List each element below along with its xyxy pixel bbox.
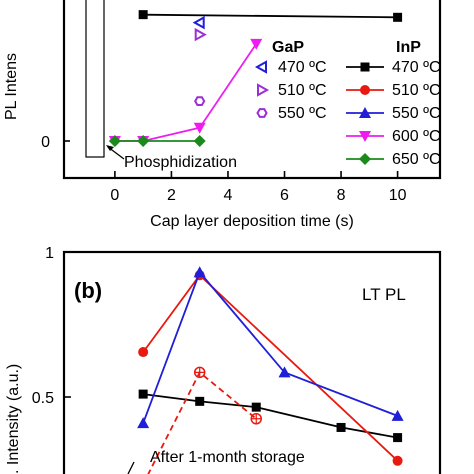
- panel-a-xtick-label-10: 10: [389, 187, 407, 204]
- phosphidization-box: [85, 0, 105, 158]
- b-inp-550-c-point-3: [391, 409, 404, 421]
- legend-gap-470-c-marker: [254, 60, 267, 74]
- b-inp-550-c-point-2: [278, 366, 291, 378]
- legend-inp-550-c-marker: [359, 107, 371, 118]
- panel-a-xtick-label-2: 2: [167, 187, 176, 204]
- a-gap-550-c-point-0: [194, 96, 206, 106]
- b-inp-470-c-point-4: [393, 433, 403, 443]
- panel-b-frame: [62, 250, 442, 474]
- legend-inp-470-c-label: 470 ºC: [392, 59, 441, 76]
- a-inp-600-c-point-3: [250, 38, 263, 50]
- lt-pl-label: LT PL: [362, 285, 406, 304]
- b-inp-550-c-point-0: [137, 417, 150, 429]
- panel-b-yticks: 10.5: [32, 245, 71, 407]
- a-inp-650-c-point-1: [137, 135, 150, 147]
- a-inp-600-c-line: [114, 43, 257, 142]
- b-inp-550-c-line: [142, 270, 398, 424]
- b-after-1-month-storage-point-2: [250, 413, 262, 425]
- legend-inp-470-c-marker: [360, 62, 370, 72]
- panel-a-xtick-label-6: 6: [280, 187, 289, 204]
- b-inp-470-c-point-1: [195, 396, 205, 406]
- legend-gap-header: GaP: [272, 39, 304, 56]
- a-gap-470-c-point-0: [192, 15, 205, 30]
- b-inp-510-c-line: [142, 273, 399, 462]
- legend-inp-600-c-label: 600 ºC: [392, 128, 441, 145]
- legend-gap-550-c-label: 550 ºC: [278, 105, 327, 122]
- a-inp-650-c-point-2: [193, 135, 206, 147]
- legend-inp-600-c-marker: [359, 131, 371, 142]
- panel-b-series: [137, 266, 404, 474]
- b-inp-550-c-point-1: [193, 266, 206, 278]
- legend-gap-510-c-marker: [257, 83, 270, 97]
- legend-inp-550-c-label: 550 ºC: [392, 105, 441, 122]
- b-inp-510-c-point-2: [392, 455, 403, 466]
- panel-a-legend: GaP InP 470 ºC 510 ºC 550 ºC 470 ºC 510 ºC 55…: [254, 39, 441, 168]
- panel-a-xlabel: Cap layer deposition time (s): [150, 213, 354, 230]
- panel-a-xticks: 0 2 4 6 8 10: [64, 140, 407, 204]
- legend-gap-510-c-label: 510 ºC: [278, 82, 327, 99]
- legend-inp-650-c-marker: [359, 153, 371, 165]
- a-inp-600-c-point-2: [193, 122, 206, 134]
- legend-inp-650-c-label: 650 ºC: [392, 151, 441, 168]
- panel-a-xtick-label-8: 8: [337, 187, 346, 204]
- panel-a-ylabel: PL Intens: [3, 53, 20, 120]
- phosphidization-arrowhead: [106, 145, 114, 151]
- b-inp-510-c-point-0: [138, 347, 149, 358]
- a-inp-470-c-point-1: [393, 12, 403, 22]
- panel-b-ytick-label-0: 1: [45, 245, 54, 262]
- panel-a: PL Intens 0 Cap layer deposition time (s…: [3, 0, 442, 230]
- legend-inp-510-c-label: 510 ºC: [392, 82, 441, 99]
- legend-gap-470-c-label: 470 ºC: [278, 59, 327, 76]
- panel-a-xtick-label-4: 4: [224, 187, 233, 204]
- b-after-1-month-storage-point-1-cross: [194, 367, 205, 378]
- panel-b-ytick-label-1: 0.5: [32, 390, 54, 407]
- panel-a-ytick-label: 0: [41, 134, 50, 151]
- a-gap-510-c-point-0: [194, 27, 207, 42]
- panel-a-xtick-label-0: 0: [110, 187, 119, 204]
- b-inp-470-c-point-0: [138, 389, 148, 399]
- b-after-1-month-storage-point-2-cross: [251, 413, 262, 424]
- panel-b: (b) LT PL . Intensity (a.u.) 10.5 After …: [5, 245, 442, 474]
- b-inp-470-c-point-2: [251, 402, 261, 412]
- a-inp-470-c-line: [143, 13, 398, 19]
- b-after-1-month-storage-point-1: [193, 366, 206, 379]
- legend-gap-550-c-marker: [256, 108, 268, 118]
- storage-label: After 1-month storage: [150, 449, 305, 466]
- b-inp-470-c-point-3: [336, 422, 346, 432]
- a-inp-470-c-point-0: [138, 10, 148, 20]
- legend-inp-510-c-marker: [360, 85, 370, 95]
- panel-a-frame: [62, 0, 442, 180]
- a-inp-650-c-point-0: [108, 135, 121, 147]
- storage-arrow: [127, 461, 135, 474]
- panel-b-ylabel: . Intensity (a.u.): [5, 364, 22, 474]
- panel-b-label: (b): [74, 278, 102, 303]
- legend-inp-header: InP: [396, 39, 421, 56]
- panel-a-series: [108, 10, 403, 147]
- phosphidization-label: Phosphidization: [124, 154, 237, 171]
